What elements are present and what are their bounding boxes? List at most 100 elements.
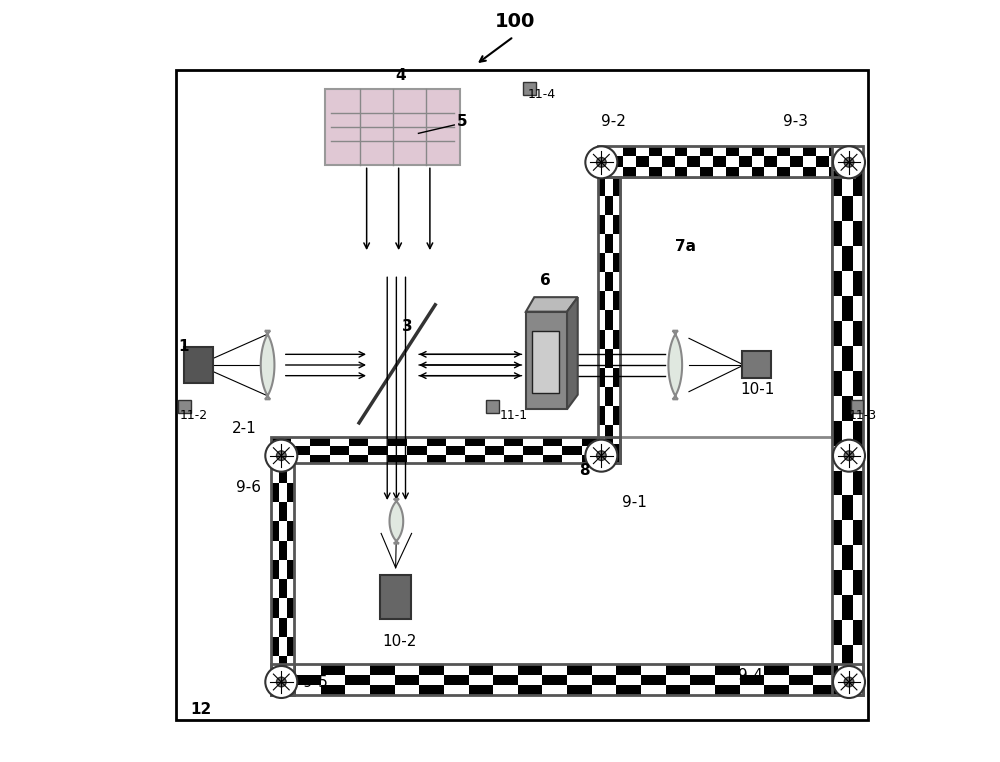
- Bar: [662, 156, 675, 167]
- Bar: [370, 674, 395, 685]
- Bar: [598, 349, 605, 368]
- Bar: [388, 437, 407, 446]
- Bar: [803, 156, 816, 167]
- Bar: [613, 272, 620, 291]
- Bar: [518, 664, 542, 674]
- Bar: [623, 146, 636, 156]
- Bar: [613, 425, 620, 444]
- Bar: [623, 167, 636, 177]
- Bar: [832, 645, 842, 670]
- Bar: [287, 521, 294, 540]
- Bar: [419, 674, 444, 685]
- Bar: [310, 455, 330, 463]
- Bar: [853, 495, 863, 520]
- Bar: [598, 215, 605, 234]
- Bar: [649, 167, 662, 177]
- Circle shape: [844, 158, 854, 167]
- Bar: [287, 482, 294, 502]
- Bar: [562, 437, 582, 446]
- Bar: [279, 502, 287, 521]
- Bar: [841, 146, 854, 156]
- Bar: [330, 446, 349, 455]
- Bar: [368, 455, 388, 463]
- Bar: [465, 446, 485, 455]
- Bar: [504, 437, 523, 446]
- Bar: [715, 685, 740, 695]
- Text: 4: 4: [395, 68, 405, 83]
- Bar: [296, 674, 321, 685]
- Bar: [287, 598, 294, 618]
- Polygon shape: [261, 331, 274, 399]
- Bar: [829, 156, 841, 167]
- Bar: [598, 177, 620, 463]
- Bar: [325, 89, 460, 165]
- Polygon shape: [526, 297, 578, 312]
- Bar: [279, 676, 287, 695]
- Bar: [321, 685, 345, 695]
- Bar: [616, 674, 641, 685]
- Text: 11-3: 11-3: [849, 409, 877, 422]
- Circle shape: [585, 440, 617, 472]
- Bar: [543, 455, 562, 463]
- Bar: [271, 463, 279, 482]
- Bar: [271, 664, 863, 695]
- Bar: [690, 685, 715, 695]
- Bar: [598, 387, 605, 406]
- Bar: [330, 437, 349, 446]
- Bar: [279, 656, 287, 676]
- Bar: [523, 446, 543, 455]
- Bar: [726, 167, 739, 177]
- Bar: [742, 351, 771, 378]
- Bar: [291, 455, 310, 463]
- Bar: [713, 156, 726, 167]
- Bar: [271, 540, 279, 560]
- Bar: [532, 331, 559, 393]
- Bar: [853, 620, 863, 645]
- Bar: [493, 674, 518, 685]
- Bar: [777, 146, 790, 156]
- Bar: [287, 618, 294, 637]
- Bar: [446, 455, 465, 463]
- Bar: [598, 167, 610, 177]
- Bar: [842, 495, 853, 520]
- Bar: [598, 177, 620, 463]
- Bar: [605, 177, 613, 196]
- Text: 9-4: 9-4: [738, 668, 763, 683]
- Bar: [853, 570, 863, 595]
- Bar: [832, 146, 863, 695]
- Bar: [271, 502, 279, 521]
- Bar: [842, 670, 853, 695]
- Bar: [613, 253, 620, 272]
- Bar: [616, 685, 641, 695]
- Bar: [613, 406, 620, 425]
- Bar: [832, 595, 842, 620]
- Bar: [279, 579, 287, 598]
- Bar: [287, 502, 294, 521]
- Bar: [649, 156, 662, 167]
- Bar: [469, 674, 493, 685]
- Bar: [832, 321, 842, 346]
- Bar: [598, 368, 605, 387]
- Bar: [349, 455, 368, 463]
- Bar: [832, 446, 842, 470]
- Bar: [740, 664, 764, 674]
- Bar: [310, 437, 330, 446]
- Bar: [271, 463, 294, 695]
- Polygon shape: [668, 331, 682, 399]
- Bar: [853, 446, 863, 470]
- Bar: [842, 520, 853, 546]
- Bar: [279, 618, 287, 637]
- Bar: [789, 674, 813, 685]
- Bar: [841, 167, 854, 177]
- Circle shape: [833, 666, 865, 698]
- Bar: [444, 685, 469, 695]
- Bar: [419, 664, 444, 674]
- Text: 2-1: 2-1: [232, 421, 257, 436]
- Bar: [726, 156, 739, 167]
- Bar: [726, 146, 739, 156]
- Bar: [518, 685, 542, 695]
- Bar: [636, 146, 649, 156]
- Bar: [419, 685, 444, 695]
- Bar: [598, 272, 605, 291]
- Bar: [567, 685, 592, 695]
